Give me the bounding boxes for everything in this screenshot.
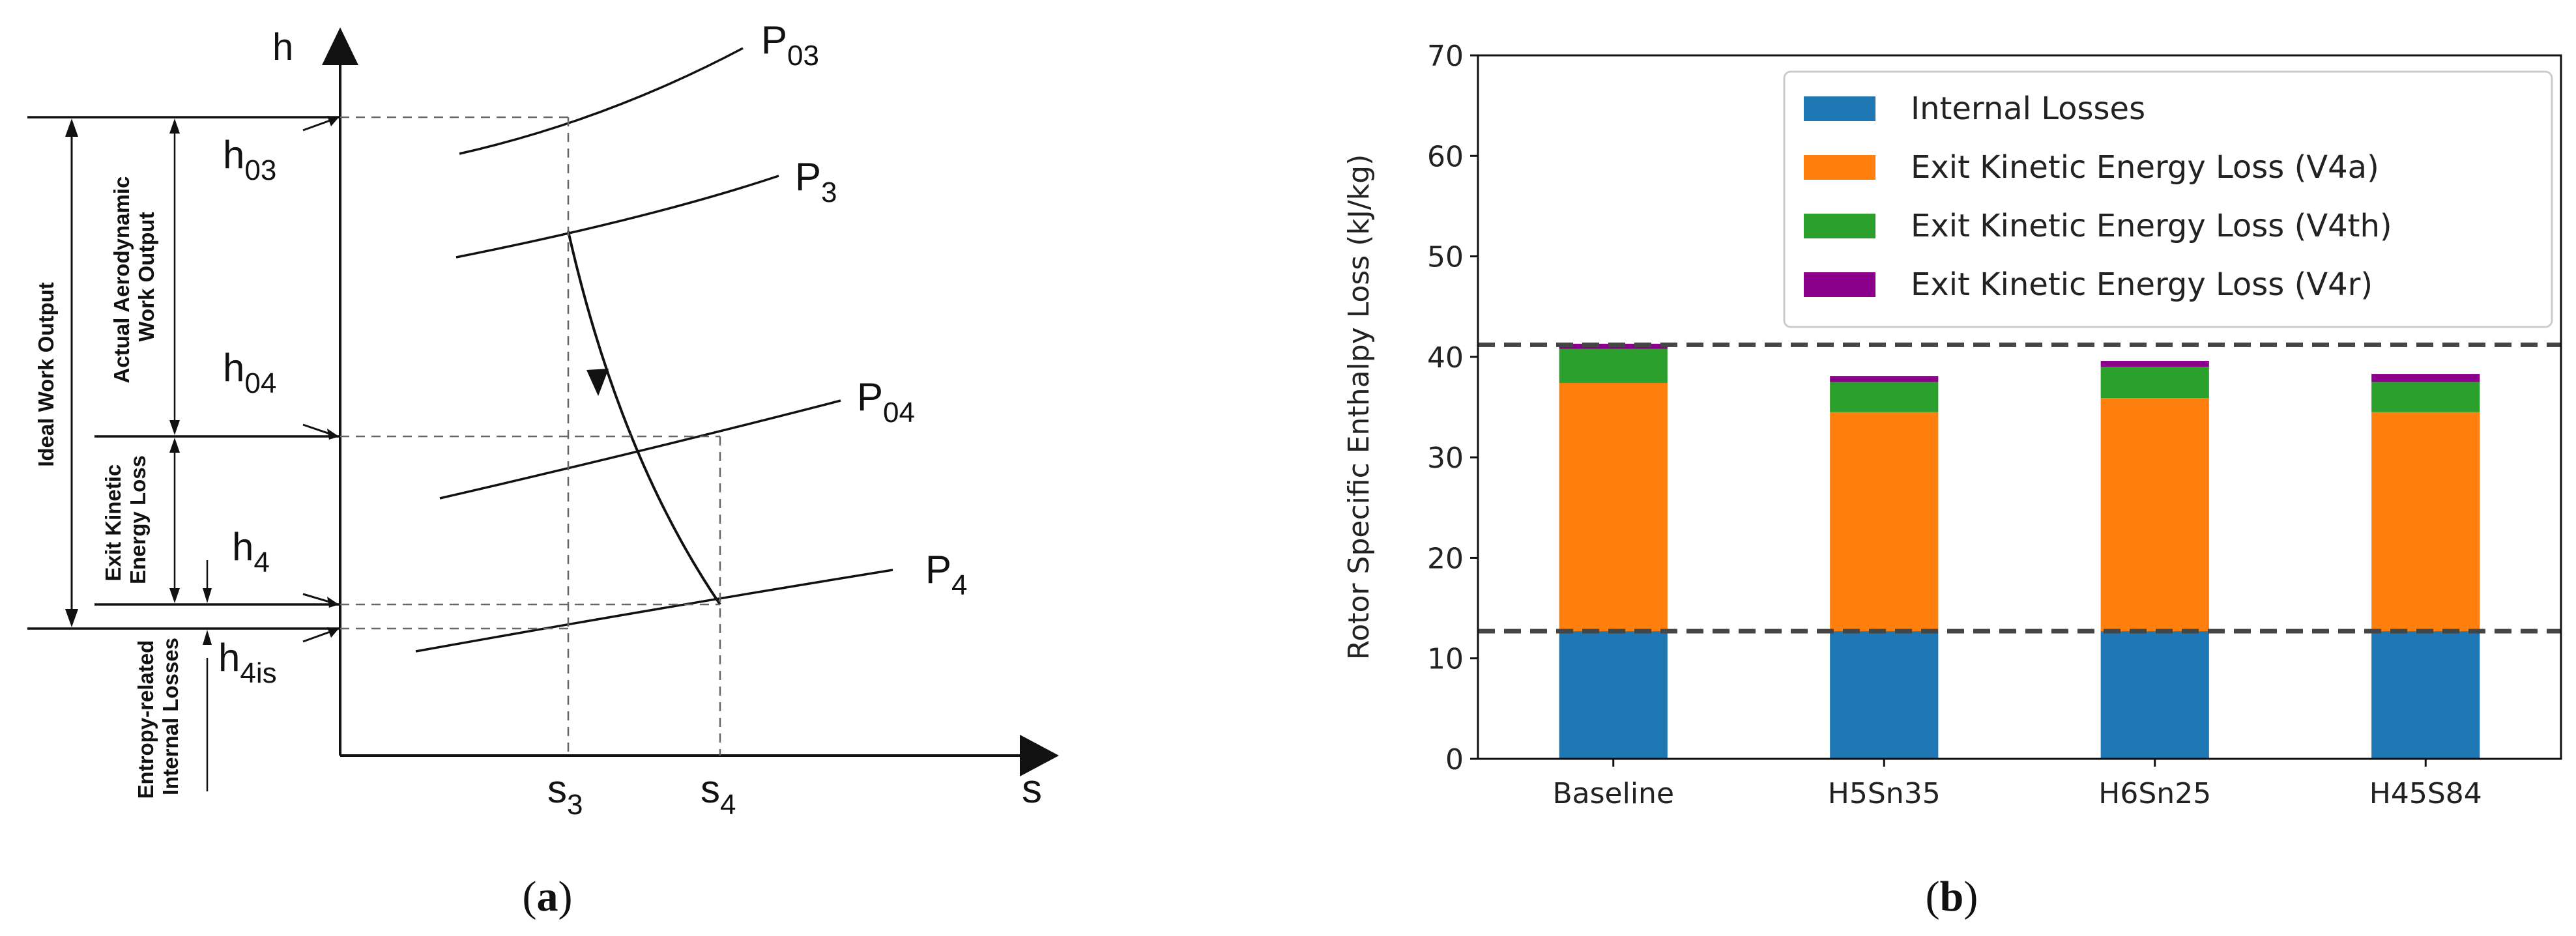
bar-segment-h6sn25-s1: [2100, 398, 2209, 632]
label-p03: P03: [761, 18, 819, 72]
legend-label-v4r: Exit Kinetic Energy Loss (V4r): [1911, 266, 2373, 303]
reference-lines-layer: [1478, 342, 2561, 634]
bar-segment-h45s84-s3: [2371, 374, 2480, 382]
bar-segment-h45s84-s1: [2371, 412, 2480, 632]
bar-segment-baseline-s2: [1559, 348, 1668, 383]
label-h4: h4: [232, 525, 270, 578]
label-p04: P04: [857, 375, 915, 429]
isobar-p04: [439, 399, 841, 500]
panel-a-hs-diagram: h s P03 P3 P04 P4: [27, 18, 1059, 821]
x-tick-label: H5Sn35: [1828, 777, 1941, 810]
bar-segment-baseline-s1: [1559, 382, 1668, 632]
caption-a: (a): [523, 873, 573, 920]
label-p3: P3: [795, 155, 837, 208]
bar-segment-h6sn25-s3: [2100, 361, 2209, 367]
legend-swatch-v4r: [1804, 272, 1875, 297]
label-h4is: h4is: [218, 636, 277, 689]
isobar-p03: [459, 47, 744, 155]
s-axis-label: s: [1022, 767, 1042, 812]
bar-segment-h5sn35-s0: [1830, 631, 1939, 759]
y-tick-label: 10: [1427, 643, 1464, 676]
isobar-p3: [456, 175, 779, 259]
bars-layer: [1559, 343, 2480, 759]
exit-kinetic-energy-loss-label: Exit Kinetic Energy Loss: [101, 455, 150, 584]
bar-segment-h6sn25-s0: [2100, 631, 2209, 759]
y-tick-label: 60: [1427, 140, 1464, 173]
legend-swatch-v4a: [1804, 155, 1875, 180]
actual-work-dimension: [169, 119, 180, 435]
x-tick-label: Baseline: [1552, 777, 1674, 810]
s-axis-arrowhead: [1020, 735, 1059, 776]
y-tick-label: 20: [1427, 542, 1464, 575]
ideal-work-dimension: [65, 119, 78, 627]
y-tick-label: 70: [1427, 40, 1464, 73]
label-s3: s3: [547, 767, 583, 821]
h-axis-label: h: [272, 26, 293, 68]
reference-ticks: [27, 116, 340, 630]
expansion-arrowhead: [586, 369, 609, 396]
exit-loss-dimension: [169, 438, 180, 603]
bar-segment-baseline-s0: [1559, 631, 1668, 759]
label-p4: P4: [925, 548, 968, 601]
bar-segment-h5sn35-s1: [1830, 412, 1939, 632]
entropy-loss-dimension: [203, 560, 212, 791]
y-tick-label: 50: [1427, 241, 1464, 274]
x-tick-label: H6Sn25: [2098, 777, 2211, 810]
y-axis: 0 10 20 30 40 50 60 70: [1427, 40, 1478, 776]
bar-segment-h45s84-s0: [2371, 631, 2480, 759]
legend-label-v4a: Exit Kinetic Energy Loss (V4a): [1911, 149, 2379, 186]
plot-area-frame: [1477, 54, 2562, 760]
legend-swatch-v4th: [1804, 214, 1875, 238]
legend: Internal Losses Exit Kinetic Energy Loss…: [1783, 70, 2553, 328]
y-tick-label: 40: [1427, 341, 1464, 375]
ideal-work-output-label: Ideal Work Output: [34, 282, 58, 467]
entropy-internal-losses-label: Entropy-related Internal Losses: [134, 634, 182, 799]
y-tick-label: 30: [1427, 442, 1464, 475]
x-tick-label: H45S84: [2369, 777, 2482, 810]
bar-segment-h5sn35-s3: [1830, 376, 1939, 382]
actual-work-output-label: Actual Aerodynamic Work Output: [109, 170, 158, 383]
isobar-p4: [415, 569, 893, 653]
h-axis-arrowhead: [322, 27, 358, 65]
bar-segment-h5sn35-s2: [1830, 382, 1939, 412]
caption-b: (b): [1926, 873, 1978, 920]
y-tick-label: 0: [1445, 743, 1464, 776]
expansion-process-curve: [567, 231, 721, 606]
h-level-arrows: [302, 116, 339, 643]
panel-b-bar-chart: 0 10 20 30 40 50 60 70 Baseline H5Sn35 H6Sn25 H45S…: [1342, 40, 2562, 810]
legend-label-v4th: Exit Kinetic Energy Loss (V4th): [1911, 208, 2392, 244]
y-axis-title: Rotor Specific Enthalpy Loss (kJ/kg): [1342, 154, 1376, 660]
x-axis: Baseline H5Sn35 H6Sn25 H45S84: [1552, 759, 2482, 810]
guide-lines: [340, 116, 721, 756]
label-h04: h04: [223, 346, 276, 399]
label-h03: h03: [223, 133, 276, 186]
legend-label-internal: Internal Losses: [1911, 91, 2145, 127]
legend-swatch-internal: [1804, 96, 1875, 121]
bar-segment-h6sn25-s2: [2100, 367, 2209, 399]
bar-segment-h45s84-s2: [2371, 382, 2480, 412]
legend-box: [1783, 70, 2553, 328]
label-s4: s4: [701, 767, 736, 821]
